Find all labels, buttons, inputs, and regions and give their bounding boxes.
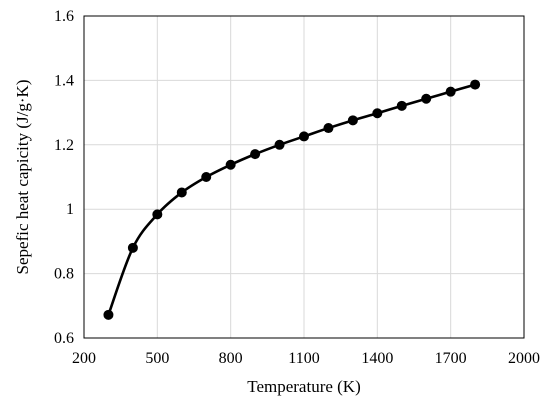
grid-lines (84, 16, 524, 338)
data-point (250, 149, 261, 160)
data-point (176, 187, 187, 198)
data-point (225, 159, 236, 170)
data-point (470, 79, 481, 90)
y-tick-label: 0.6 (54, 330, 74, 347)
data-point (201, 172, 212, 182)
y-axis-title: Sepefic heat capicity (J/g·K) (13, 80, 32, 275)
y-tick-label: 1.4 (54, 72, 74, 89)
x-axis-tick-labels: 200 500 800 1100 1400 1700 2000 (72, 350, 540, 367)
x-tick-label: 1400 (361, 350, 393, 367)
series-line (107, 83, 476, 316)
y-axis-tick-labels: 0.6 0.8 1 1.2 1.4 1.6 (54, 8, 74, 347)
data-point (421, 93, 432, 104)
x-tick-label: 200 (72, 350, 96, 367)
data-point (152, 209, 163, 220)
data-point (127, 242, 138, 253)
y-tick-label: 1.6 (54, 8, 74, 25)
data-point (274, 139, 285, 150)
data-point (396, 100, 407, 111)
series-markers (103, 79, 481, 320)
y-tick-label: 1 (66, 201, 74, 218)
x-tick-label: 800 (219, 350, 243, 367)
data-point (103, 309, 114, 320)
data-point (323, 123, 334, 134)
y-tick-label: 1.2 (54, 137, 74, 154)
y-tick-label: 0.8 (54, 266, 74, 283)
x-tick-label: 1100 (288, 350, 319, 367)
data-point (299, 131, 309, 142)
plot-area-frame (83, 15, 525, 339)
x-axis-title: Temperature (K) (247, 377, 361, 396)
x-tick-label: 2000 (508, 350, 540, 367)
x-tick-label: 500 (145, 350, 169, 367)
x-tick-label: 1700 (435, 350, 467, 367)
data-point (347, 115, 358, 126)
data-point (372, 108, 383, 119)
data-point (445, 86, 456, 97)
